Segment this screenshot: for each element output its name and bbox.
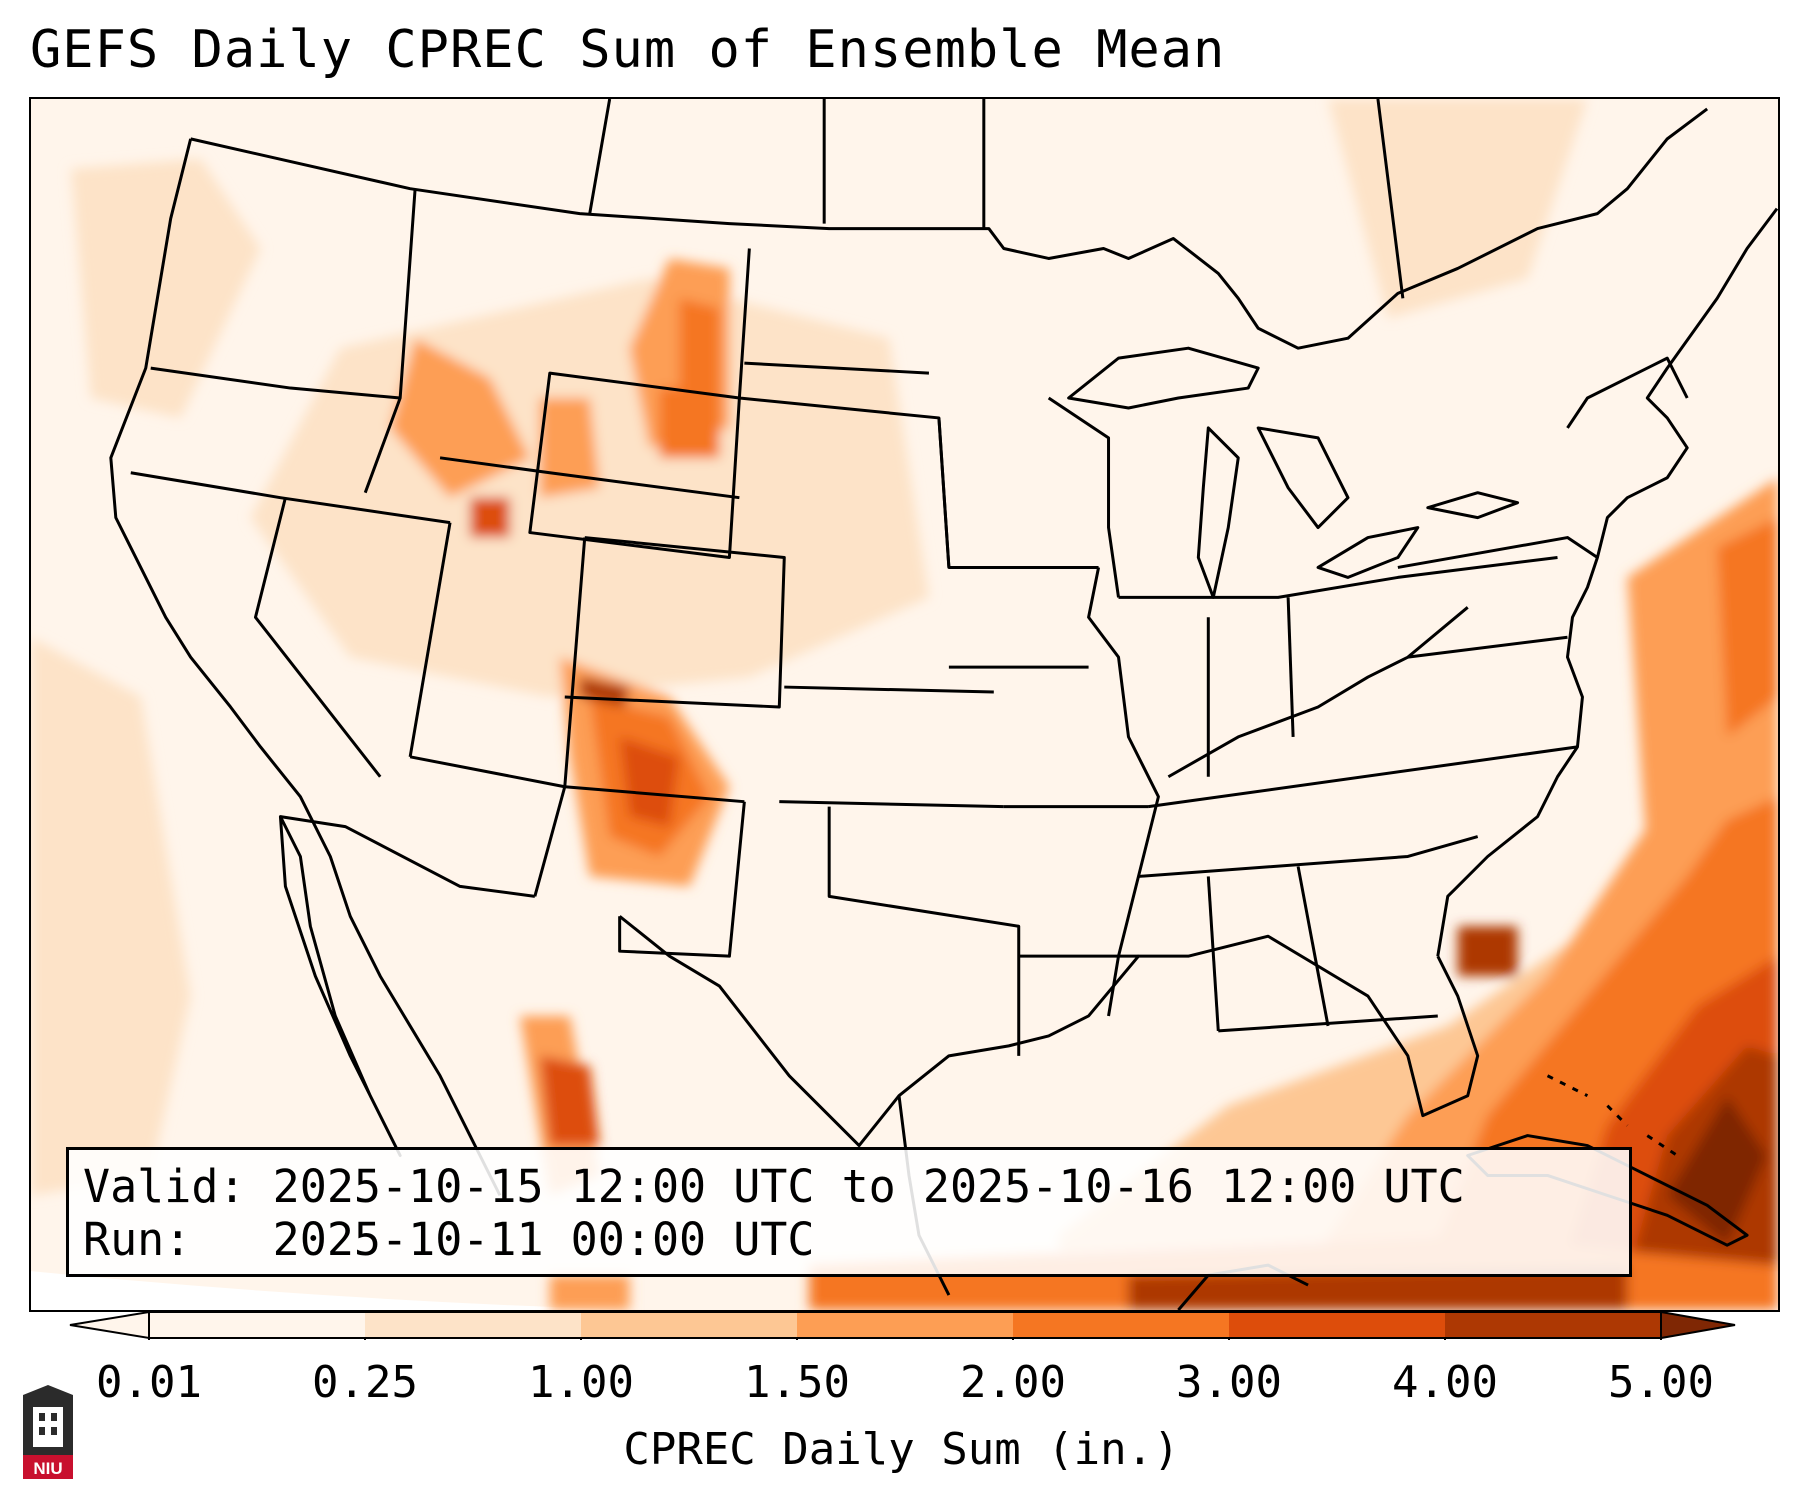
- precip-area-darkest: [1667, 1095, 1768, 1246]
- precip-area-dark: [539, 1055, 600, 1146]
- colorbar-outline: [148, 1311, 1662, 1339]
- ohio-valley: [1118, 556, 1558, 599]
- valid-run-info-box: Valid: 2025-10-15 12:00 UTC to 2025-10-1…: [66, 1147, 1632, 1277]
- new-england: [1566, 356, 1689, 429]
- colorbar-tick-label: 4.00: [1392, 1357, 1498, 1408]
- tn-south: [1138, 835, 1479, 878]
- az-nm-border: [533, 786, 567, 897]
- colorbar-segment: [1013, 1312, 1230, 1338]
- precip-area-orange: [539, 398, 600, 498]
- colorbar-tick-label: 0.01: [96, 1357, 202, 1408]
- colorbar-segment: [581, 1312, 798, 1338]
- colorbar-tick-labels: 0.01 0.25 1.00 1.50 2.00 3.00 4.00 5.00: [0, 1357, 1803, 1417]
- precip-area-pale: [1328, 99, 1588, 319]
- precip-area-orange: [549, 1275, 630, 1310]
- ut-az-border: [409, 755, 566, 789]
- pacific-coast: [109, 138, 502, 1197]
- colorbar: [69, 1310, 1736, 1340]
- lake-erie: [1316, 526, 1420, 579]
- colorbar-tick-label: 1.50: [744, 1357, 850, 1408]
- lake-superior: [1067, 346, 1260, 410]
- colorbar-tick-label: 0.25: [312, 1357, 418, 1408]
- precip-area-strong: [659, 388, 720, 458]
- mt-wy: [439, 456, 740, 500]
- colorbar-segment: [365, 1312, 582, 1338]
- valid-time-text: Valid: 2025-10-15 12:00 UTC to 2025-10-1…: [83, 1160, 1465, 1213]
- ca-nv-border: [253, 497, 382, 778]
- wi-mi: [1047, 396, 1120, 598]
- pa-south: [1407, 635, 1568, 659]
- lake-ontario: [1426, 491, 1520, 520]
- mn-ia: [937, 417, 1099, 569]
- svg-text:NIU: NIU: [33, 1459, 62, 1478]
- colorbar-tick-label: 5.00: [1608, 1357, 1714, 1408]
- gulf-coast: [618, 915, 1480, 1148]
- niu-logo: NIU: [23, 1385, 73, 1479]
- colorbar-tick-label: 3.00: [1176, 1357, 1282, 1408]
- boundaries: [109, 99, 1778, 1310]
- ok-tx: [827, 806, 1021, 1056]
- tn-line: [1148, 745, 1578, 809]
- colorbar-tick-label: 1.00: [528, 1357, 634, 1408]
- precip-map: [31, 99, 1778, 1310]
- in-oh: [1286, 597, 1295, 737]
- colorbar-extend-max: [1660, 1310, 1736, 1340]
- colorbar-segment: [797, 1312, 1014, 1338]
- co-box: [564, 536, 786, 709]
- colorbar-tick-label: 2.00: [960, 1357, 1066, 1408]
- canada-lines: [588, 99, 1405, 299]
- mississippi: [1087, 567, 1160, 1017]
- nv-ut-border: [408, 522, 452, 758]
- ks-ok: [779, 800, 1004, 809]
- map-panel[interactable]: [29, 97, 1780, 1312]
- id-west: [363, 188, 417, 494]
- precip-area-dark: [619, 736, 680, 827]
- lake-huron: [1256, 426, 1350, 530]
- precip-area-dark: [469, 497, 510, 538]
- colorbar-label: CPREC Daily Sum (in.): [623, 1424, 1180, 1475]
- fl-line: [1218, 1014, 1438, 1033]
- colorbar-segment: [1445, 1312, 1662, 1338]
- precip-area-pale: [70, 158, 261, 418]
- precip-area-pale: [31, 637, 191, 1196]
- nm-tx: [618, 801, 746, 958]
- run-time-text: Run: 2025-10-11 00:00 UTC: [83, 1213, 815, 1266]
- precip-area-strong: [679, 298, 720, 399]
- ga-al: [1296, 866, 1330, 1027]
- precip-area-strong: [1717, 517, 1778, 737]
- ne-ks: [784, 685, 994, 694]
- us-canada-border: [190, 107, 1709, 350]
- lake-michigan: [1196, 426, 1240, 599]
- colorbar-segment: [1229, 1312, 1446, 1338]
- bahamas: [1546, 1074, 1679, 1157]
- wa-or-border: [150, 366, 401, 400]
- az-mexico-border: [280, 815, 536, 898]
- precip-area-orange: [390, 338, 530, 498]
- colorbar-extend-min: [69, 1310, 150, 1340]
- or-ca-nv: [130, 471, 451, 525]
- ut-co: [563, 537, 745, 804]
- ohio-river: [1167, 606, 1469, 779]
- map-title: GEFS Daily CPREC Sum of Ensemble Mean: [30, 20, 1226, 80]
- colorbar-segment: [149, 1312, 366, 1338]
- wy-box: [528, 371, 741, 559]
- precip-area-darker: [1457, 926, 1518, 977]
- pa-ny: [1397, 536, 1599, 569]
- al-ga: [1206, 876, 1220, 1032]
- nd-sd: [744, 361, 930, 375]
